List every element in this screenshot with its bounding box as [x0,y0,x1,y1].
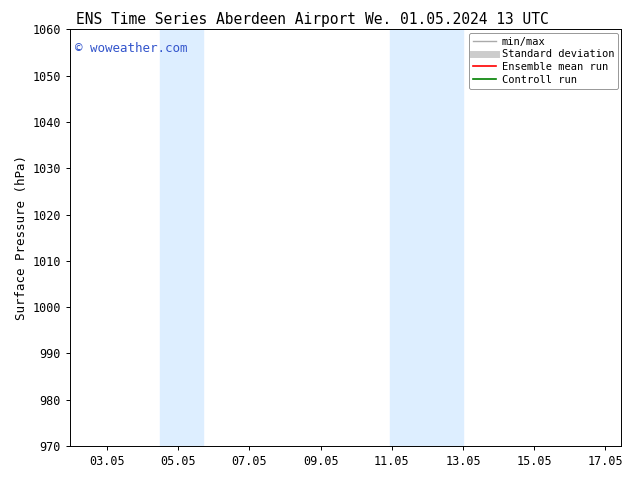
Legend: min/max, Standard deviation, Ensemble mean run, Controll run: min/max, Standard deviation, Ensemble me… [469,32,618,89]
Text: We. 01.05.2024 13 UTC: We. 01.05.2024 13 UTC [365,12,548,27]
Y-axis label: Surface Pressure (hPa): Surface Pressure (hPa) [15,155,28,320]
Text: ENS Time Series Aberdeen Airport: ENS Time Series Aberdeen Airport [75,12,356,27]
Bar [160,29,203,446]
Bar [390,29,463,446]
Text: © woweather.com: © woweather.com [75,42,188,55]
